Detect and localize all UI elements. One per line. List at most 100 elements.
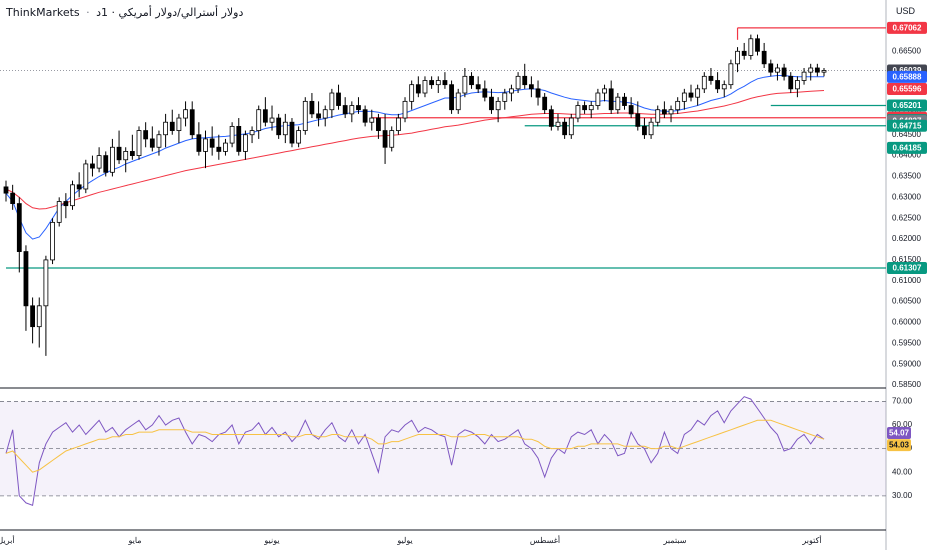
candle[interactable]: [495, 100, 501, 111]
candle[interactable]: [209, 138, 215, 148]
candle[interactable]: [110, 146, 115, 173]
candle[interactable]: [276, 117, 282, 136]
candle[interactable]: [156, 134, 162, 148]
candle[interactable]: [362, 109, 368, 123]
candle[interactable]: [43, 259, 49, 307]
candle[interactable]: [369, 117, 375, 123]
candle[interactable]: [475, 84, 481, 90]
candle[interactable]: [422, 80, 428, 94]
candle[interactable]: [588, 105, 594, 111]
price-tag[interactable]: [887, 99, 927, 112]
candle[interactable]: [429, 80, 435, 86]
candle[interactable]: [555, 121, 561, 127]
candle[interactable]: [509, 88, 514, 94]
candle[interactable]: [608, 88, 614, 111]
candle[interactable]: [3, 186, 9, 194]
rsi-value-tag[interactable]: [887, 427, 911, 440]
candle[interactable]: [721, 84, 727, 90]
candle[interactable]: [83, 163, 89, 190]
candle[interactable]: [635, 113, 641, 127]
candle[interactable]: [648, 121, 654, 136]
candle[interactable]: [262, 109, 268, 123]
candle[interactable]: [50, 221, 55, 261]
candle[interactable]: [615, 96, 621, 111]
candle[interactable]: [96, 155, 102, 169]
price-tag[interactable]: [887, 141, 927, 154]
candle[interactable]: [708, 75, 714, 81]
price-tag[interactable]: [887, 70, 927, 83]
candle[interactable]: [309, 100, 315, 115]
candle[interactable]: [808, 67, 814, 73]
candle[interactable]: [223, 142, 228, 152]
candle[interactable]: [376, 117, 381, 131]
candle[interactable]: [688, 92, 694, 98]
candle[interactable]: [814, 67, 820, 73]
candle[interactable]: [103, 155, 109, 173]
candle[interactable]: [243, 134, 248, 152]
candle[interactable]: [402, 100, 408, 119]
candle[interactable]: [668, 109, 674, 115]
candle[interactable]: [482, 88, 488, 98]
rsi-value-tag[interactable]: [887, 439, 911, 452]
candle[interactable]: [289, 121, 295, 144]
candle[interactable]: [622, 96, 627, 106]
candle[interactable]: [728, 63, 734, 86]
candle[interactable]: [236, 125, 242, 152]
candle[interactable]: [755, 38, 760, 52]
candle[interactable]: [256, 109, 262, 131]
candle[interactable]: [203, 138, 208, 152]
candle[interactable]: [801, 71, 807, 81]
candle[interactable]: [568, 117, 574, 136]
candle[interactable]: [462, 75, 468, 94]
price-tag[interactable]: [887, 83, 927, 96]
candle[interactable]: [395, 117, 401, 131]
candle[interactable]: [775, 67, 780, 73]
candle[interactable]: [735, 50, 740, 65]
candle[interactable]: [761, 50, 767, 65]
candle[interactable]: [409, 84, 415, 102]
candle[interactable]: [249, 130, 255, 136]
candle[interactable]: [116, 146, 122, 161]
candle[interactable]: [216, 146, 222, 152]
candle[interactable]: [489, 96, 494, 111]
candle[interactable]: [575, 105, 581, 119]
candle[interactable]: [169, 121, 175, 131]
candle[interactable]: [701, 75, 707, 90]
candle[interactable]: [542, 96, 548, 111]
candle[interactable]: [23, 251, 29, 307]
candle[interactable]: [535, 88, 541, 98]
candle[interactable]: [336, 92, 341, 106]
candle[interactable]: [16, 203, 22, 252]
candle[interactable]: [296, 130, 302, 144]
candle[interactable]: [435, 80, 441, 86]
price-tag[interactable]: [887, 21, 927, 34]
candle[interactable]: [628, 105, 634, 115]
candle[interactable]: [183, 109, 188, 119]
candle[interactable]: [602, 88, 607, 94]
currency-label[interactable]: USD: [896, 6, 916, 16]
candle[interactable]: [149, 138, 155, 148]
candle[interactable]: [123, 151, 129, 161]
candle[interactable]: [595, 92, 601, 106]
candle[interactable]: [329, 92, 335, 111]
candle[interactable]: [129, 151, 135, 157]
candle[interactable]: [136, 130, 142, 157]
candle[interactable]: [302, 100, 308, 131]
candle[interactable]: [229, 125, 235, 144]
candle[interactable]: [582, 105, 587, 111]
price-tag[interactable]: [887, 119, 927, 132]
candle[interactable]: [282, 121, 288, 136]
candle[interactable]: [76, 184, 82, 190]
candle[interactable]: [382, 130, 388, 148]
candle[interactable]: [528, 84, 534, 90]
candle[interactable]: [515, 75, 521, 90]
candle[interactable]: [415, 84, 421, 94]
candle[interactable]: [269, 117, 275, 123]
candle[interactable]: [455, 92, 461, 111]
candle[interactable]: [30, 305, 35, 328]
candle[interactable]: [449, 84, 454, 111]
candle[interactable]: [681, 92, 687, 102]
candle[interactable]: [442, 80, 448, 86]
candle[interactable]: [821, 70, 827, 73]
